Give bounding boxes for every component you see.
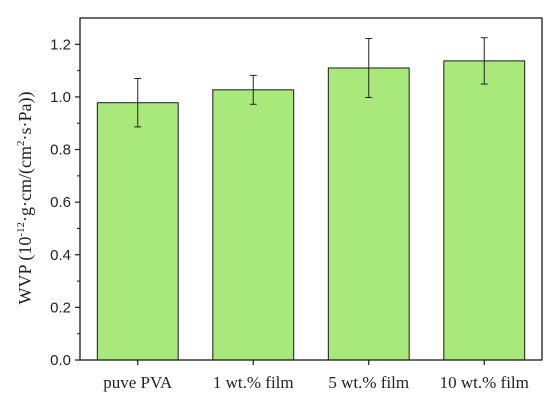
y-axis-label: WVP (10-12·g·cm/(cm2·s·Pa)) [15, 92, 36, 305]
x-tick-label-2: 1 wt.% film [213, 373, 294, 392]
bars-group [96, 60, 526, 361]
y-tick-label-1: 0.0 [50, 352, 71, 369]
y-axis-label-sup1: -12 [15, 222, 27, 237]
x-tick-labels-group: puve PVA 1 wt.% film 5 wt.% film 10 wt.% fi… [103, 373, 529, 392]
y-ticks-group: 0.0 0.2 0.4 0.6 0.8 1.0 1.2 [50, 36, 80, 369]
x-tick-label-3: 5 wt.% film [328, 373, 409, 392]
y-tick-label-6: 1.0 [50, 89, 71, 106]
y-tick-label-7: 1.2 [50, 36, 71, 53]
error-bar-3 [365, 38, 373, 98]
y-axis-label-part1: WVP (10 [15, 237, 36, 305]
y-axis-label-part3: ·s·Pa)) [15, 92, 36, 141]
error-bar-4 [480, 37, 488, 85]
bar-2 [212, 89, 295, 361]
y-tick-label-4: 0.6 [50, 194, 71, 211]
y-tick-label-5: 0.8 [50, 142, 71, 159]
y-tick-label-2: 0.2 [50, 299, 71, 316]
bar-1 [96, 102, 179, 361]
x-tick-label-4: 10 wt.% film [440, 373, 529, 392]
svg-text:WVP (10-12·g·cm/(cm2·s·Pa)): WVP (10-12·g·cm/(cm2·s·Pa)) [15, 92, 36, 305]
error-bar-2 [249, 74, 257, 105]
x-tick-label-1: puve PVA [103, 373, 173, 392]
y-tick-label-3: 0.4 [50, 247, 71, 264]
y-axis-label-part2: ·g·cm/(cm [15, 146, 36, 222]
plot-frame [79, 17, 543, 361]
bar-3 [327, 67, 410, 361]
error-bars-group [134, 37, 488, 128]
axes-group [79, 17, 543, 365]
error-bar-1 [134, 78, 142, 128]
y-axis-label-sup2: 2 [15, 141, 27, 147]
bar-4 [443, 60, 526, 361]
